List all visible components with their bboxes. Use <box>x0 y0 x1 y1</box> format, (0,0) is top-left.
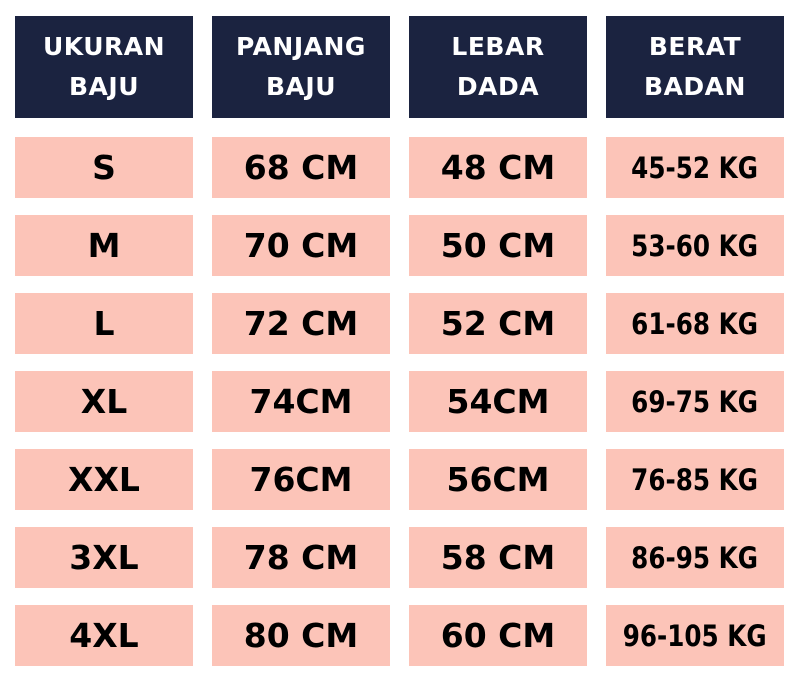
cell-chest-width: 60 CM <box>409 605 587 666</box>
cell-size: 4XL <box>15 605 193 666</box>
cell-length: 70 CM <box>212 215 390 276</box>
cell-value: 48 CM <box>440 148 556 187</box>
cell-value: 52 CM <box>440 304 556 343</box>
header-line: BAJU <box>265 72 336 101</box>
cell-value: 4XL <box>69 616 139 655</box>
cell-length: 80 CM <box>212 605 390 666</box>
cell-value: 78 CM <box>243 538 359 577</box>
cell-size: S <box>15 137 193 198</box>
cell-value: 45-52 KG <box>631 150 759 185</box>
cell-chest-width: 52 CM <box>409 293 587 354</box>
cell-value: L <box>93 304 115 343</box>
cell-length: 74CM <box>212 371 390 432</box>
cell-body-weight: 61-68 KG <box>606 293 784 354</box>
cell-chest-width: 48 CM <box>409 137 587 198</box>
cell-value: 68 CM <box>243 148 359 187</box>
cell-value: 56CM <box>446 460 550 499</box>
cell-value: 61-68 KG <box>631 306 759 341</box>
cell-chest-width: 54CM <box>409 371 587 432</box>
cell-body-weight: 53-60 KG <box>606 215 784 276</box>
header-line: BERAT <box>648 32 742 61</box>
cell-value: 53-60 KG <box>631 228 759 263</box>
header-size: UKURAN BAJU <box>15 16 193 118</box>
cell-chest-width: 56CM <box>409 449 587 510</box>
header-line: DADA <box>456 72 540 101</box>
cell-size: M <box>15 215 193 276</box>
header-length: PANJANG BAJU <box>212 16 390 118</box>
header-line: UKURAN <box>42 32 166 61</box>
header-chest-width: LEBAR DADA <box>409 16 587 118</box>
cell-chest-width: 58 CM <box>409 527 587 588</box>
cell-value: 60 CM <box>440 616 556 655</box>
cell-body-weight: 86-95 KG <box>606 527 784 588</box>
cell-length: 76CM <box>212 449 390 510</box>
cell-size: 3XL <box>15 527 193 588</box>
cell-value: 70 CM <box>243 226 359 265</box>
cell-length: 78 CM <box>212 527 390 588</box>
cell-value: 54CM <box>446 382 550 421</box>
cell-value: 76CM <box>249 460 353 499</box>
header-line: LEBAR <box>451 32 545 61</box>
cell-value: 96-105 KG <box>623 618 767 653</box>
cell-size: XL <box>15 371 193 432</box>
cell-value: 3XL <box>69 538 139 577</box>
cell-value: M <box>87 226 121 265</box>
header-line: BADAN <box>644 72 746 101</box>
header-line: BAJU <box>68 72 139 101</box>
cell-value: XL <box>80 382 128 421</box>
cell-value: 50 CM <box>440 226 556 265</box>
cell-chest-width: 50 CM <box>409 215 587 276</box>
cell-body-weight: 45-52 KG <box>606 137 784 198</box>
header-line: PANJANG <box>236 32 366 61</box>
cell-length: 72 CM <box>212 293 390 354</box>
cell-value: 58 CM <box>440 538 556 577</box>
cell-value: 80 CM <box>243 616 359 655</box>
cell-body-weight: 96-105 KG <box>606 605 784 666</box>
cell-body-weight: 76-85 KG <box>606 449 784 510</box>
cell-value: 76-85 KG <box>631 462 759 497</box>
cell-size: XXL <box>15 449 193 510</box>
cell-value: S <box>92 148 116 187</box>
cell-size: L <box>15 293 193 354</box>
cell-length: 68 CM <box>212 137 390 198</box>
cell-value: 74CM <box>249 382 353 421</box>
cell-value: 86-95 KG <box>631 540 759 575</box>
header-body-weight: BERAT BADAN <box>606 16 784 118</box>
cell-body-weight: 69-75 KG <box>606 371 784 432</box>
cell-value: 69-75 KG <box>631 384 759 419</box>
cell-value: XXL <box>68 460 140 499</box>
cell-value: 72 CM <box>243 304 359 343</box>
